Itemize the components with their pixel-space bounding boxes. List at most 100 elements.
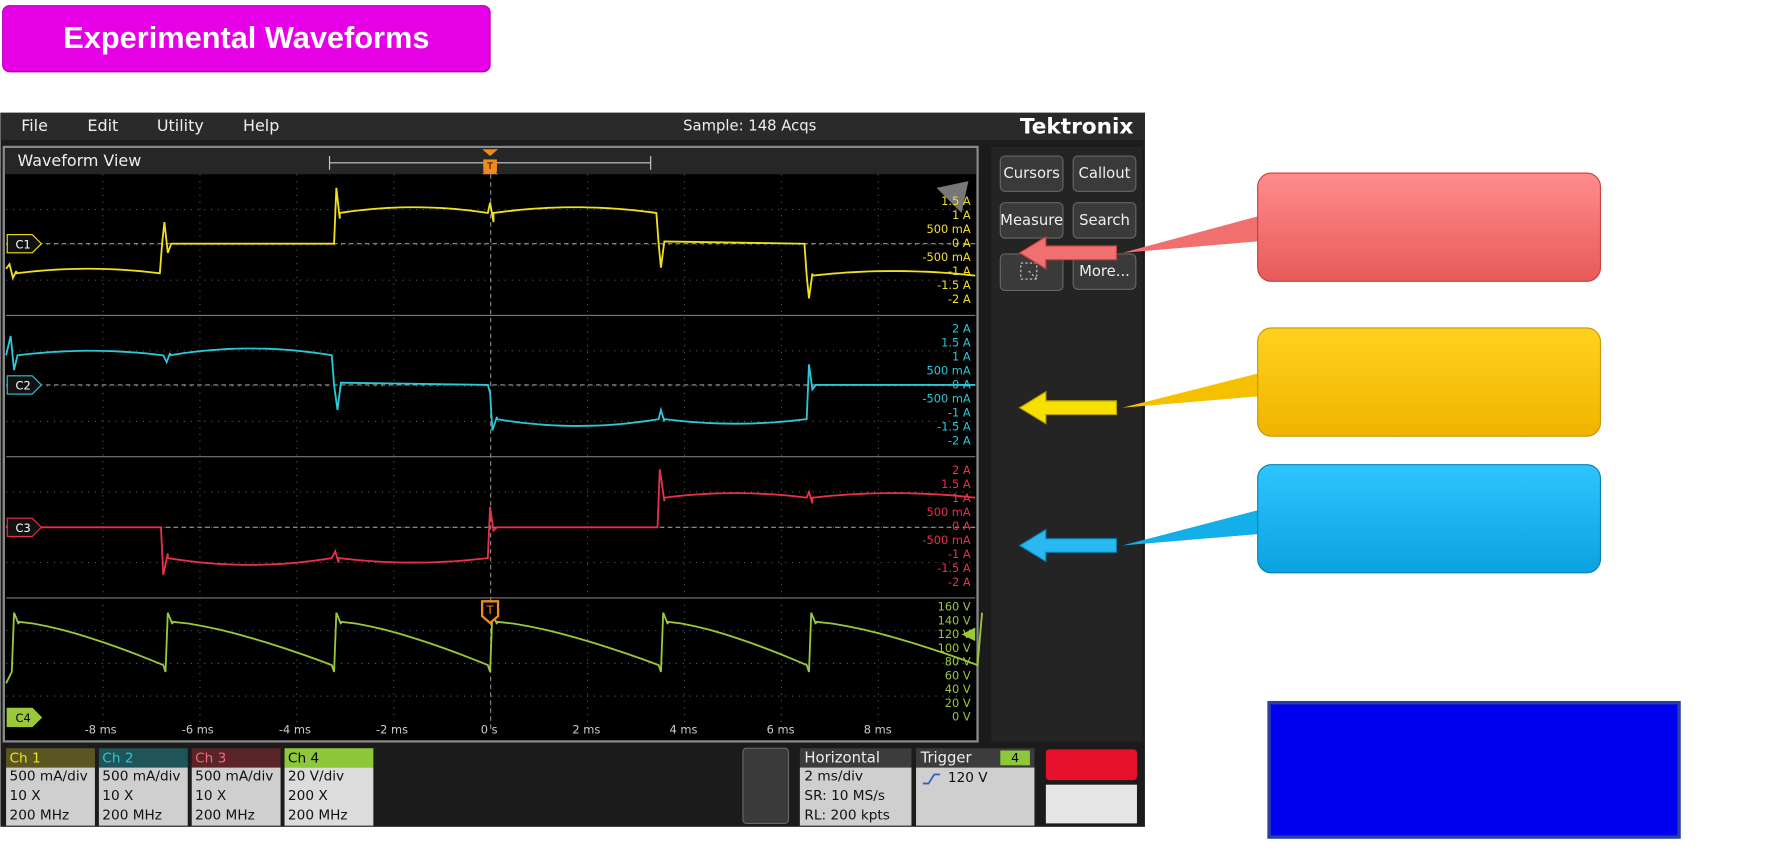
menu-item[interactable]: Help	[243, 116, 279, 135]
channel-info-name: Ch 1	[10, 750, 41, 766]
callout-box	[1257, 464, 1602, 574]
scale-label: 500 mA	[926, 364, 970, 378]
channel-tag-label: C2	[16, 379, 31, 393]
trigger-body[interactable]	[916, 767, 1035, 826]
stopped-badge[interactable]	[1045, 749, 1137, 781]
waveform	[5, 187, 976, 299]
waveform	[5, 612, 983, 684]
channel-info-line: 500 mA/div	[102, 769, 180, 785]
horizontal-body[interactable]	[799, 767, 912, 826]
side-button[interactable]	[1072, 155, 1137, 192]
menu-bar	[0, 112, 1145, 141]
channel-info-name: Ch 4	[288, 750, 319, 766]
scale-label: 2 A	[952, 463, 971, 477]
scale-label: -2 A	[948, 575, 971, 589]
scale-label: -1.5 A	[937, 278, 971, 292]
side-button-label[interactable]: Search	[1079, 212, 1130, 229]
channel-tag	[6, 234, 43, 254]
side-button[interactable]	[999, 202, 1064, 239]
edge-icon	[922, 773, 940, 785]
scale-label: -1 A	[948, 264, 971, 278]
channel-info-line: 20 V/div	[288, 769, 344, 785]
scale-label: -1 A	[948, 547, 971, 561]
channel-info-line: 10 X	[10, 788, 41, 804]
scale-label: 100 V	[938, 641, 971, 655]
time-label: -4 ms	[279, 723, 311, 737]
channel-info-body[interactable]	[6, 767, 95, 826]
callout-box	[1257, 327, 1602, 437]
scale-label: 1.5 A	[941, 194, 971, 208]
scale-label: 0 A	[952, 519, 971, 533]
scale-label: -1 A	[948, 406, 971, 420]
corner-icon	[936, 181, 969, 213]
trigger-source-badge	[1000, 750, 1030, 766]
time-label: 4 ms	[670, 723, 698, 737]
scale-label: 0 V	[952, 710, 971, 724]
time-label: 6 ms	[767, 723, 795, 737]
scale-label: -500 mA	[922, 533, 971, 547]
scale-label: 2 A	[952, 322, 971, 336]
time-label: -6 ms	[182, 723, 214, 737]
channel-info-body[interactable]	[98, 767, 188, 826]
scale-label: 60 V	[945, 668, 971, 682]
channel-info-line: 10 X	[195, 788, 226, 804]
scale-label: 1 A	[952, 491, 971, 505]
scale-label: -2 A	[948, 292, 971, 306]
menu-item[interactable]: Utility	[157, 116, 204, 135]
arrow-b	[1018, 528, 1118, 563]
channel-info-header[interactable]	[6, 748, 95, 768]
scale-label: 500 mA	[926, 222, 970, 236]
channel-info-line: 200 MHz	[10, 807, 70, 823]
callout-pointer	[1122, 373, 1258, 408]
side-button[interactable]	[999, 155, 1064, 192]
channel-info-line: 500 mA/div	[10, 769, 88, 785]
arrow-y	[1018, 390, 1118, 425]
channel-info-header[interactable]	[284, 748, 374, 768]
channel-info-name: Ch 3	[195, 750, 226, 766]
scale-label: -1.5 A	[937, 420, 971, 434]
waveforms	[5, 187, 983, 684]
scale-label: 500 mA	[926, 505, 970, 519]
side-button-label[interactable]: More...	[1079, 263, 1130, 280]
side-button-label[interactable]: Cursors	[1003, 165, 1059, 182]
time-label: 8 ms	[864, 723, 892, 737]
acq-status: Sample: 148 Acqs	[683, 117, 816, 134]
side-button[interactable]	[1072, 202, 1137, 239]
horizontal-header[interactable]	[799, 748, 912, 768]
side-button-label[interactable]: Measure	[1000, 212, 1063, 229]
trigger-tag-label: T	[486, 603, 494, 617]
time-label: 2 ms	[572, 723, 600, 737]
channel-info-body[interactable]	[284, 767, 374, 826]
view-title: Waveform View	[17, 151, 141, 170]
scale-label: 0 A	[952, 236, 971, 250]
side-button-label[interactable]: Callout	[1079, 165, 1131, 182]
trigger-source: 4	[1011, 750, 1019, 765]
scale-label: 1 A	[952, 350, 971, 364]
scale-label: 1 A	[952, 208, 971, 222]
trigger-level: 120 V	[948, 770, 988, 786]
zoom-icon	[1020, 262, 1039, 281]
scale-label: 20 V	[945, 696, 971, 710]
scale-label: 80 V	[945, 655, 971, 669]
note-box	[1267, 700, 1681, 839]
channel-info-line: 500 mA/div	[195, 769, 273, 785]
channel-info-header[interactable]	[98, 748, 188, 768]
channel-info-body[interactable]	[191, 767, 281, 826]
menu-item[interactable]: File	[21, 116, 48, 135]
horizontal-title: Horizontal	[804, 749, 880, 766]
time-label: 0 s	[481, 723, 498, 737]
channel-info-line: 200 MHz	[288, 807, 348, 823]
channel-info-header[interactable]	[191, 748, 281, 768]
channel-info-line: 200 MHz	[102, 807, 162, 823]
channel-tag	[6, 707, 43, 728]
time-label: -2 ms	[376, 723, 408, 737]
brand: Tektronix	[1020, 115, 1134, 140]
waveform	[5, 469, 976, 576]
scale-label: 140 V	[938, 613, 971, 627]
horizontal-line: SR: 10 MS/s	[804, 788, 885, 804]
menu-item[interactable]: Edit	[87, 116, 118, 135]
arrow-r	[1018, 235, 1118, 270]
math-ref-bus-button[interactable]	[742, 747, 790, 824]
channel-tag	[6, 517, 43, 537]
